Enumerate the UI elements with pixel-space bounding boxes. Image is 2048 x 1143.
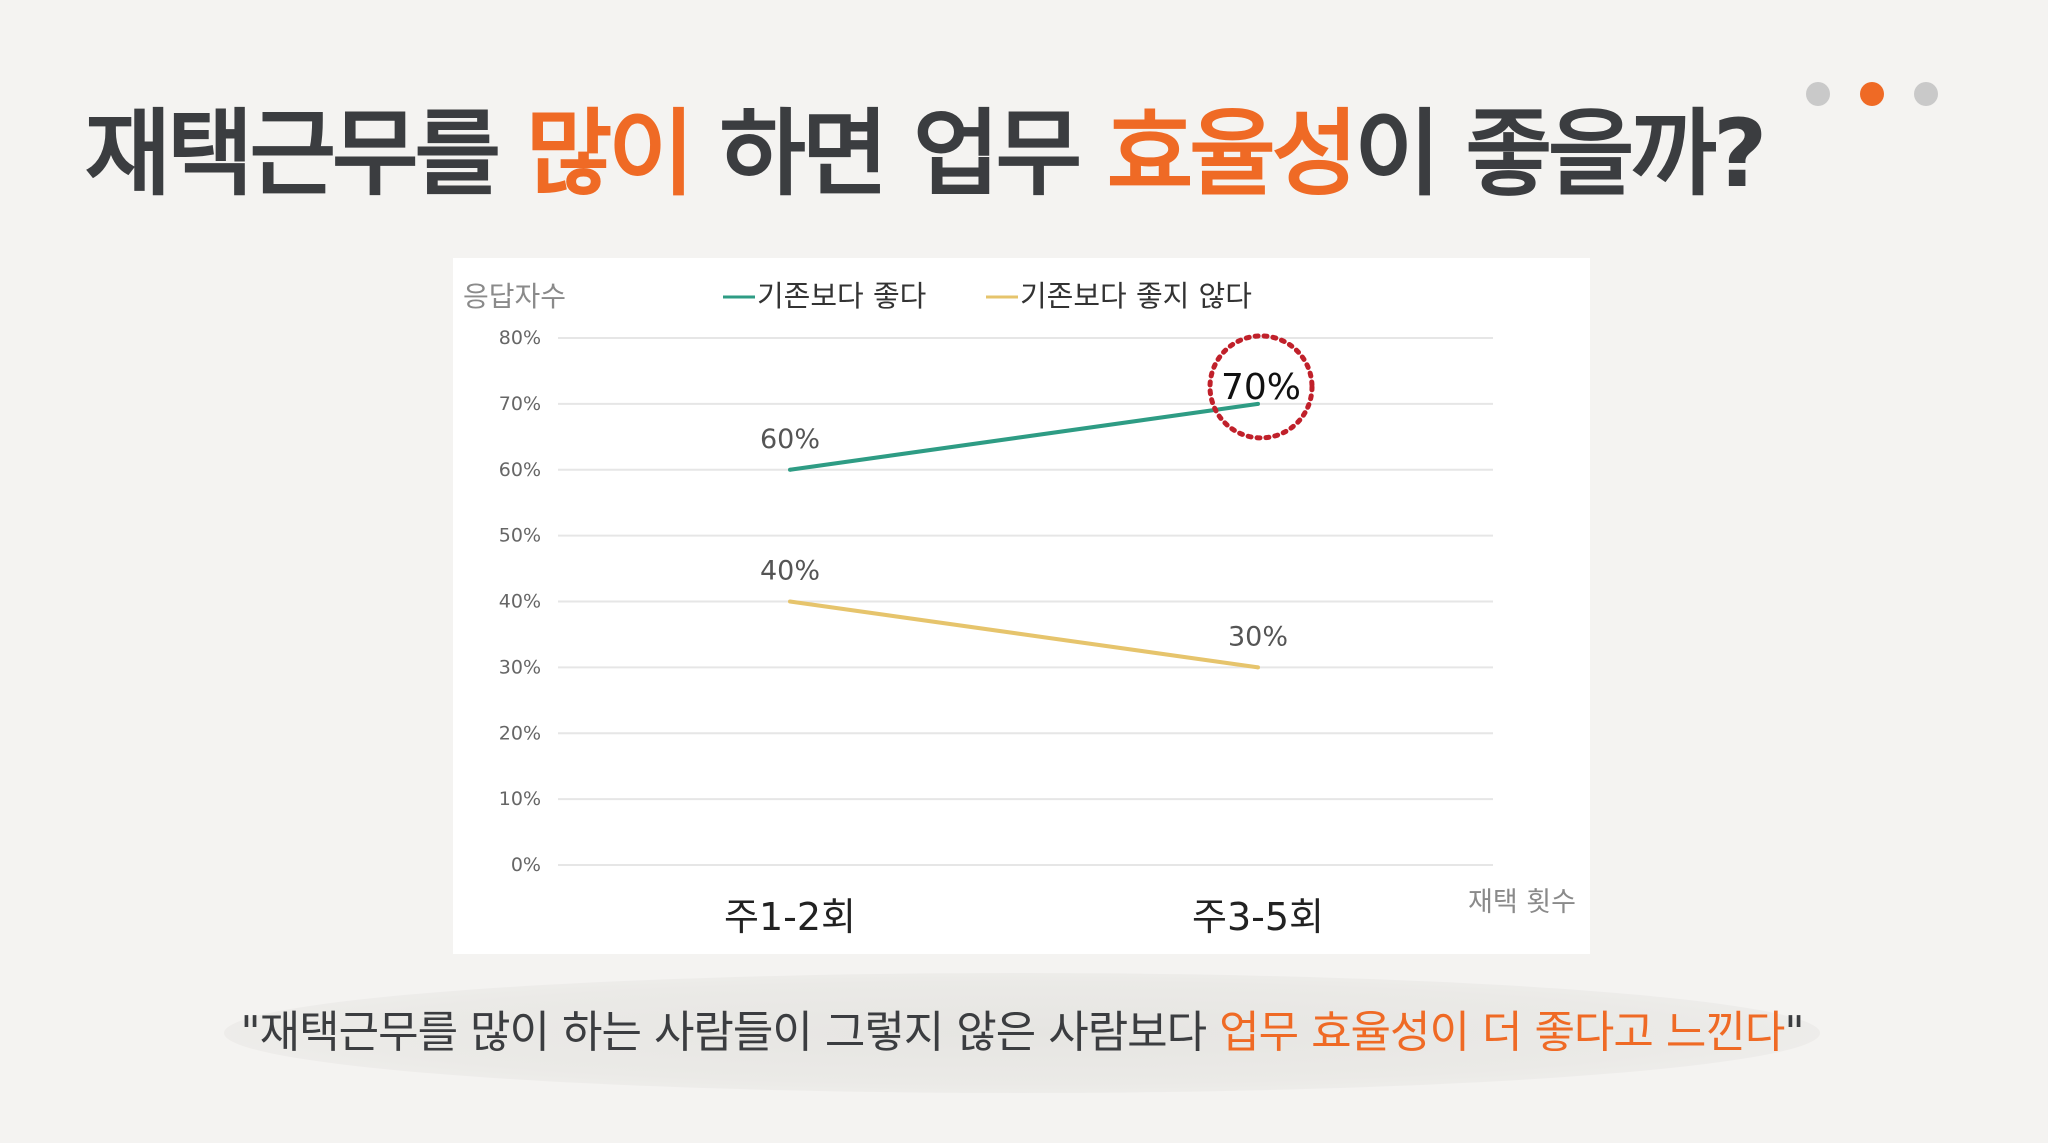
y-tick-label: 80% (499, 327, 541, 349)
data-label: 30% (1228, 621, 1288, 652)
title-part-2: 하면 업무 (690, 100, 1107, 209)
x-axis-label: 재택 횟수 (1468, 887, 1576, 918)
x-tick-label: 주1-2회 (724, 895, 856, 939)
legend-label: 기존보다 좋다 (757, 279, 926, 313)
x-tick-label: 주3-5회 (1192, 895, 1324, 939)
title-part-1: 재택근무를 (84, 100, 526, 209)
series-line (789, 599, 1259, 670)
highlight-circle (1207, 333, 1315, 441)
y-tick-label: 50% (499, 525, 541, 547)
page-dot-3[interactable] (1914, 82, 1938, 106)
y-tick-label: 30% (499, 656, 541, 678)
y-axis-label: 응답자수 (463, 280, 566, 313)
page-dot-1[interactable] (1806, 82, 1830, 106)
y-tick-label: 60% (499, 459, 541, 481)
page-title: 재택근무를 많이 하면 업무 효율성이 좋을까? (0, 78, 1848, 214)
y-tick-label: 20% (499, 722, 541, 744)
y-tick-label: 70% (499, 393, 541, 415)
data-point (1256, 401, 1260, 406)
series-line (789, 401, 1259, 472)
data-point (788, 467, 792, 472)
title-part-3: 이 좋을까? (1354, 100, 1767, 209)
quote-text: "재택근무를 많이 하는 사람들이 그렇지 않은 사람보다 (240, 1007, 1220, 1058)
data-point (788, 599, 792, 604)
y-tick-label: 40% (499, 591, 541, 613)
title-highlight-many: 많이 (525, 100, 695, 209)
title-highlight-efficiency: 효율성 (1106, 100, 1358, 209)
quote-end: " (1784, 1007, 1804, 1058)
y-tick-label: 0% (511, 854, 541, 876)
legend-label: 기존보다 좋지 않다 (1020, 279, 1252, 313)
y-tick-label: 10% (499, 788, 541, 810)
data-point (1256, 665, 1260, 670)
quote-highlight: 업무 효율성이 더 좋다고 느낀다 (1219, 1007, 1785, 1058)
data-label-highlight: 70% (1221, 367, 1301, 408)
data-label: 60% (760, 424, 820, 455)
page-dot-2[interactable] (1860, 82, 1884, 106)
conclusion-quote: "재택근무를 많이 하는 사람들이 그렇지 않은 사람보다 업무 효율성이 더 … (224, 973, 1820, 1093)
data-label: 40% (760, 556, 820, 587)
